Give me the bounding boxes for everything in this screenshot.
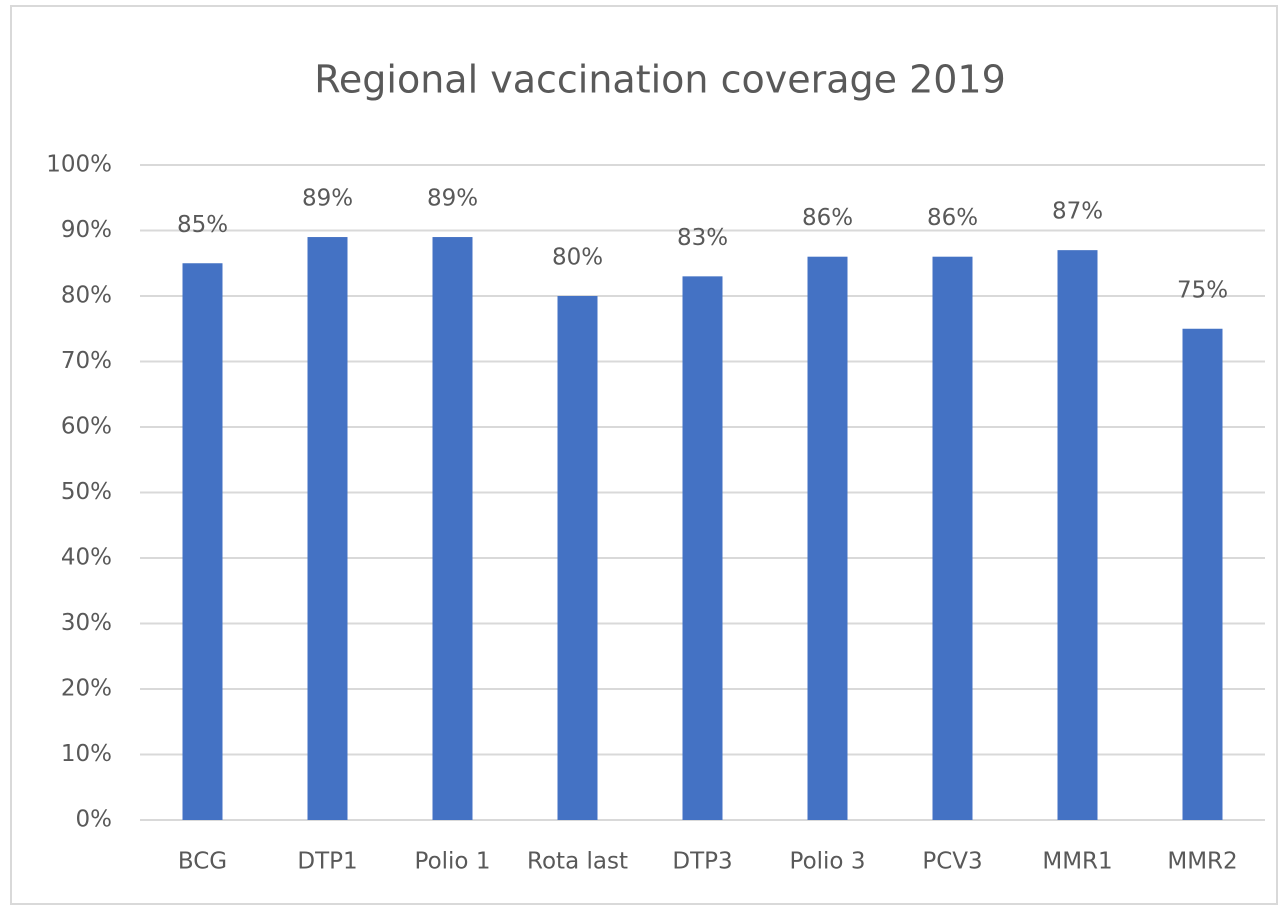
- y-tick-label: 100%: [46, 152, 112, 178]
- y-tick-label: 60%: [61, 414, 112, 440]
- data-label: 85%: [177, 212, 228, 238]
- y-tick-label: 50%: [61, 479, 112, 505]
- x-tick-label: DTP1: [297, 849, 357, 875]
- data-label: 89%: [427, 186, 478, 212]
- y-tick-label: 10%: [61, 741, 112, 767]
- data-label: 87%: [1052, 199, 1103, 225]
- y-tick-label: 90%: [61, 217, 112, 243]
- x-tick-label: BCG: [178, 849, 227, 875]
- y-tick-label: 20%: [61, 676, 112, 702]
- x-tick-label: Polio 1: [415, 849, 491, 875]
- x-tick-label: Polio 3: [790, 849, 866, 875]
- bar: [932, 256, 973, 820]
- bar: [307, 237, 348, 821]
- y-tick-label: 80%: [61, 283, 112, 309]
- bar: [182, 263, 223, 820]
- x-tick-label: Rota last: [527, 849, 628, 875]
- x-tick-label: DTP3: [672, 849, 732, 875]
- bar: [432, 237, 473, 821]
- data-label: 80%: [552, 245, 603, 271]
- bar: [557, 296, 598, 820]
- y-tick-label: 30%: [61, 610, 112, 636]
- data-label: 75%: [1177, 277, 1228, 303]
- data-label: 86%: [802, 205, 853, 231]
- data-label: 86%: [927, 205, 978, 231]
- chart-title: Regional vaccination coverage 2019: [314, 58, 1006, 102]
- x-tick-label: MMR2: [1167, 849, 1237, 875]
- bar: [682, 276, 723, 821]
- x-tick-label: PCV3: [922, 849, 982, 875]
- y-tick-label: 70%: [61, 348, 112, 374]
- y-tick-label: 0%: [76, 807, 113, 833]
- bar: [807, 256, 848, 820]
- data-label: 83%: [677, 225, 728, 251]
- bar: [1182, 328, 1223, 820]
- data-label: 89%: [302, 186, 353, 212]
- y-tick-label: 40%: [61, 545, 112, 571]
- x-tick-label: MMR1: [1042, 849, 1112, 875]
- bar: [1057, 250, 1098, 820]
